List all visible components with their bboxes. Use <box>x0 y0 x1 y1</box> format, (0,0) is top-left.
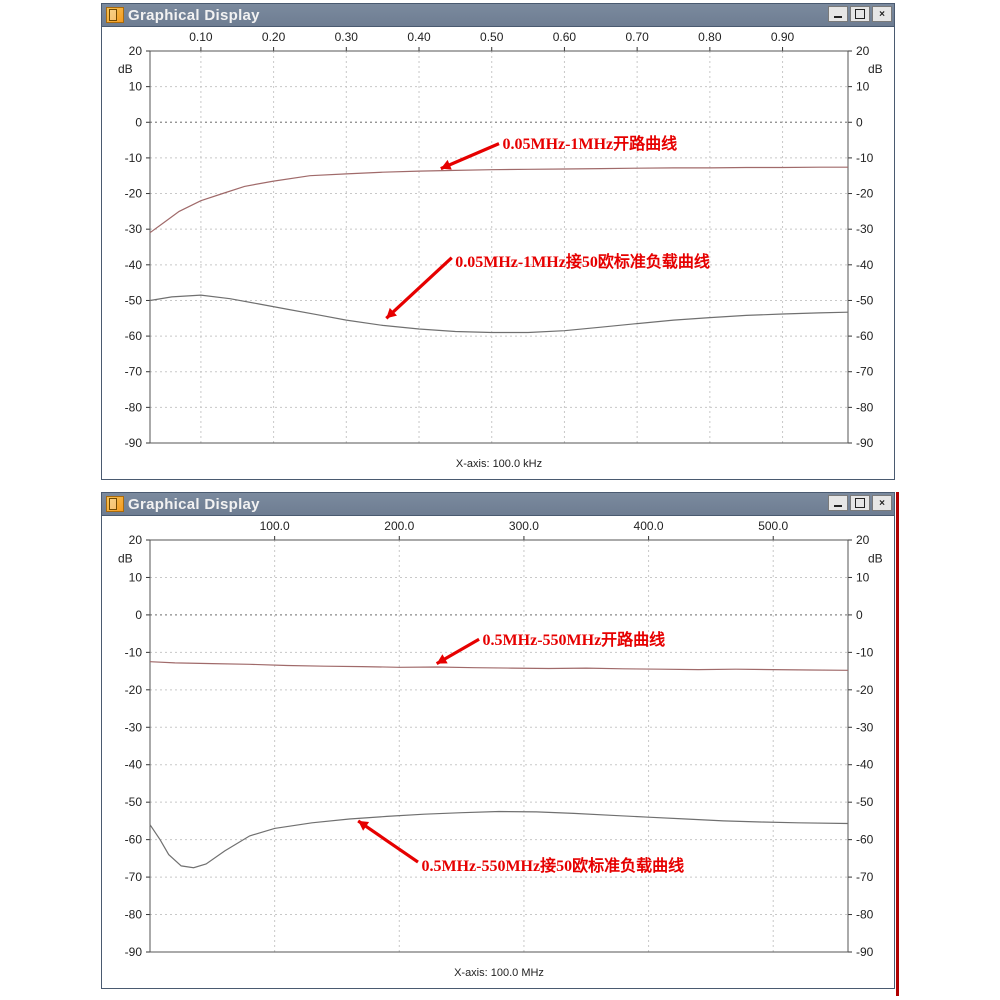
svg-text:20: 20 <box>856 44 870 58</box>
svg-text:10: 10 <box>129 80 143 94</box>
svg-text:-20: -20 <box>125 683 143 697</box>
svg-text:-20: -20 <box>856 683 874 697</box>
maximize-button[interactable] <box>850 6 870 22</box>
svg-text:-10: -10 <box>125 645 143 659</box>
svg-text:X-axis: 100.0 kHz: X-axis: 100.0 kHz <box>456 458 542 470</box>
svg-text:-30: -30 <box>856 222 874 236</box>
svg-text:-90: -90 <box>125 945 143 959</box>
plot-area-1: 20 20 10 10 0 0 -10 -10 -20 -20 -30 -30 -40 -40 -50 -50… <box>101 27 895 480</box>
svg-text:-40: -40 <box>856 758 874 772</box>
svg-text:20: 20 <box>856 533 870 547</box>
svg-text:-70: -70 <box>125 365 143 379</box>
window-chart-2: Graphical Display × 20 20 10 10 0 0 -10 -10 -20 -… <box>101 492 895 989</box>
svg-text:-70: -70 <box>125 870 143 884</box>
window-buttons: × <box>828 6 892 22</box>
svg-text:-40: -40 <box>125 258 143 272</box>
svg-text:10: 10 <box>856 570 870 584</box>
window-chart-1: Graphical Display × 20 20 10 10 0 0 -10 -10 -20 -… <box>101 3 895 480</box>
svg-text:-10: -10 <box>856 645 874 659</box>
svg-text:-60: -60 <box>856 329 874 343</box>
plot-area-2: 20 20 10 10 0 0 -10 -10 -20 -20 -30 -30 -40 -40 -50 -50… <box>101 516 895 989</box>
minimize-button[interactable] <box>828 6 848 22</box>
annotation-upper: 0.05MHz-1MHz开路曲线 <box>502 130 677 154</box>
svg-text:0.40: 0.40 <box>407 30 431 44</box>
svg-text:0: 0 <box>856 608 863 622</box>
svg-text:0: 0 <box>135 608 142 622</box>
svg-text:10: 10 <box>856 80 870 94</box>
svg-text:0.10: 0.10 <box>189 30 213 44</box>
svg-text:-20: -20 <box>125 187 143 201</box>
svg-text:-10: -10 <box>856 151 874 165</box>
svg-text:-10: -10 <box>125 151 143 165</box>
svg-text:200.0: 200.0 <box>384 519 414 533</box>
svg-text:-70: -70 <box>856 870 874 884</box>
close-button[interactable]: × <box>872 495 892 511</box>
close-button[interactable]: × <box>872 6 892 22</box>
svg-text:-40: -40 <box>856 258 874 272</box>
svg-text:-30: -30 <box>856 720 874 734</box>
svg-text:0.90: 0.90 <box>771 30 795 44</box>
window-title: Graphical Display <box>128 496 260 513</box>
svg-text:-50: -50 <box>125 293 143 307</box>
svg-text:0: 0 <box>856 115 863 129</box>
svg-text:-90: -90 <box>125 436 143 450</box>
minimize-button[interactable] <box>828 495 848 511</box>
svg-text:-30: -30 <box>125 222 143 236</box>
annotation-lower: 0.05MHz-1MHz接50欧标准负载曲线 <box>455 248 710 272</box>
svg-text:dB: dB <box>868 552 883 566</box>
svg-text:-40: -40 <box>125 758 143 772</box>
svg-text:400.0: 400.0 <box>634 519 664 533</box>
svg-text:-80: -80 <box>125 400 143 414</box>
svg-text:-30: -30 <box>125 720 143 734</box>
svg-text:0: 0 <box>135 115 142 129</box>
annotation-lower: 0.5MHz-550MHz接50欧标准负载曲线 <box>421 852 684 876</box>
app-icon <box>106 496 124 512</box>
window-title: Graphical Display <box>128 7 260 24</box>
svg-text:dB: dB <box>118 62 133 76</box>
svg-text:dB: dB <box>118 552 133 566</box>
svg-text:20: 20 <box>129 533 143 547</box>
svg-text:0.20: 0.20 <box>262 30 286 44</box>
svg-text:MHz: MHz <box>128 27 153 30</box>
svg-text:0.50: 0.50 <box>480 30 504 44</box>
svg-text:MHz: MHz <box>128 516 153 519</box>
svg-text:0.80: 0.80 <box>698 30 722 44</box>
svg-text:-60: -60 <box>856 833 874 847</box>
window-buttons: × <box>828 495 892 511</box>
svg-text:-70: -70 <box>856 365 874 379</box>
svg-text:X-axis: 100.0 MHz: X-axis: 100.0 MHz <box>454 967 544 979</box>
svg-text:-80: -80 <box>125 908 143 922</box>
svg-text:0.60: 0.60 <box>553 30 577 44</box>
svg-text:-60: -60 <box>125 329 143 343</box>
svg-text:0.30: 0.30 <box>335 30 359 44</box>
svg-text:500.0: 500.0 <box>758 519 788 533</box>
svg-text:-20: -20 <box>856 187 874 201</box>
svg-text:10: 10 <box>129 570 143 584</box>
svg-text:100.0: 100.0 <box>260 519 290 533</box>
svg-text:-50: -50 <box>125 795 143 809</box>
svg-text:300.0: 300.0 <box>509 519 539 533</box>
svg-text:-60: -60 <box>125 833 143 847</box>
svg-text:dB: dB <box>868 62 883 76</box>
svg-text:20: 20 <box>129 44 143 58</box>
svg-text:-50: -50 <box>856 293 874 307</box>
svg-text:-80: -80 <box>856 908 874 922</box>
svg-text:-90: -90 <box>856 945 874 959</box>
app-icon <box>106 7 124 23</box>
svg-text:0.70: 0.70 <box>625 30 649 44</box>
svg-text:-90: -90 <box>856 436 874 450</box>
titlebar[interactable]: Graphical Display × <box>101 492 895 516</box>
svg-text:-50: -50 <box>856 795 874 809</box>
titlebar[interactable]: Graphical Display × <box>101 3 895 27</box>
maximize-button[interactable] <box>850 495 870 511</box>
svg-text:-80: -80 <box>856 400 874 414</box>
annotation-upper: 0.5MHz-550MHz开路曲线 <box>483 626 666 650</box>
